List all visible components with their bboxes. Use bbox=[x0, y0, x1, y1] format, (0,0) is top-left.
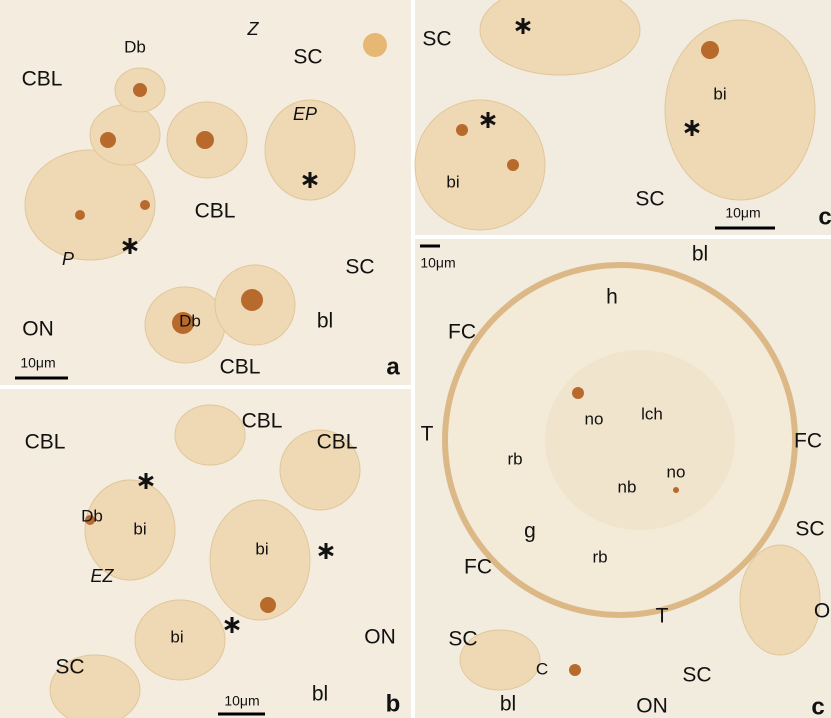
label: CBL bbox=[25, 431, 66, 454]
label: bl bbox=[692, 243, 708, 266]
label: Db bbox=[124, 37, 146, 56]
figure: Z Db SC CBL EP CBL P Db SC bl ON CBL 10μ… bbox=[0, 0, 831, 718]
label: lch bbox=[641, 404, 663, 423]
label: bi bbox=[446, 172, 459, 191]
label: SC bbox=[422, 28, 451, 51]
label: CBL bbox=[242, 410, 283, 433]
label: O bbox=[814, 600, 830, 623]
label: T bbox=[421, 423, 434, 446]
label: bl bbox=[312, 683, 328, 706]
label: EP bbox=[293, 104, 317, 124]
label: Z bbox=[247, 19, 260, 39]
label: ON bbox=[364, 626, 396, 649]
label: bi bbox=[713, 84, 726, 103]
panel-letter: a bbox=[386, 353, 400, 380]
label: no bbox=[667, 462, 686, 481]
label: T bbox=[656, 605, 669, 628]
scale-bar-label: 10μm bbox=[224, 693, 259, 709]
label: SC bbox=[635, 188, 664, 211]
label: nb bbox=[618, 477, 637, 496]
label: bi bbox=[170, 627, 183, 646]
label: CBL bbox=[317, 431, 358, 454]
panel-letter: b bbox=[386, 690, 401, 717]
label: Db bbox=[179, 311, 201, 330]
scale-bar-label: 10μm bbox=[20, 355, 55, 371]
label: bl bbox=[317, 310, 333, 333]
label: C bbox=[536, 659, 548, 678]
label: P bbox=[62, 249, 74, 269]
label: Db bbox=[81, 506, 103, 525]
label: rb bbox=[592, 547, 607, 566]
label: no bbox=[585, 409, 604, 428]
label: SC bbox=[795, 518, 824, 541]
label: FC bbox=[464, 556, 492, 579]
label: SC bbox=[448, 628, 477, 651]
label: CBL bbox=[220, 356, 261, 379]
label: ON bbox=[22, 318, 54, 341]
label: g bbox=[524, 520, 536, 543]
panel-letter: c bbox=[818, 203, 831, 230]
label: SC bbox=[55, 656, 84, 679]
label: SC bbox=[293, 46, 322, 69]
label: bi bbox=[133, 519, 146, 538]
label: EZ bbox=[90, 566, 114, 586]
panel-letter: c bbox=[811, 693, 824, 718]
label: ON bbox=[636, 695, 668, 718]
scale-bar-label: 10μm bbox=[420, 255, 455, 271]
label: bi bbox=[255, 539, 268, 558]
label: CBL bbox=[22, 68, 63, 91]
scale-bar-label: 10μm bbox=[725, 205, 760, 221]
label: SC bbox=[682, 664, 711, 687]
label: CBL bbox=[195, 200, 236, 223]
label: bl bbox=[500, 693, 516, 716]
label: FC bbox=[794, 430, 822, 453]
label: rb bbox=[507, 449, 522, 468]
label: FC bbox=[448, 321, 476, 344]
label: h bbox=[606, 286, 618, 309]
label: SC bbox=[345, 256, 374, 279]
